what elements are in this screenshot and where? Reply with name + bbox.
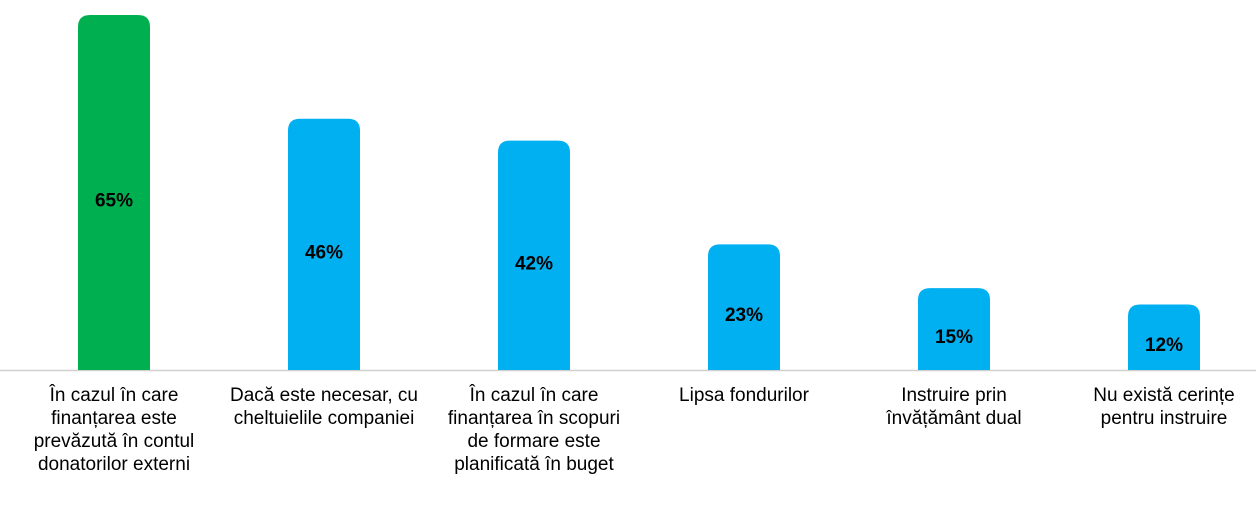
data-label: 46% (305, 242, 343, 263)
category-label: Nu există cerințe pentru instruire (1093, 385, 1235, 429)
data-label: 12% (1145, 335, 1183, 356)
data-label: 65% (95, 191, 133, 212)
bar (78, 15, 150, 370)
bar (288, 118, 360, 371)
category-label: Lipsa fondurilor (679, 385, 809, 406)
data-label: 42% (515, 253, 553, 274)
category-label: Instruire prin învățământ dual (886, 385, 1022, 429)
data-label: 23% (725, 305, 763, 326)
bar (498, 140, 570, 370)
category-label: În cazul în care finanțarea este prevăzu… (33, 385, 195, 475)
category-label: Dacă este necesar, cu cheltuielile compa… (230, 385, 418, 429)
bar (708, 244, 780, 370)
bar (918, 288, 990, 370)
category-label: În cazul în care finanțarea în scopuri d… (447, 385, 621, 475)
data-label: 15% (935, 327, 973, 348)
bar (1128, 304, 1200, 370)
